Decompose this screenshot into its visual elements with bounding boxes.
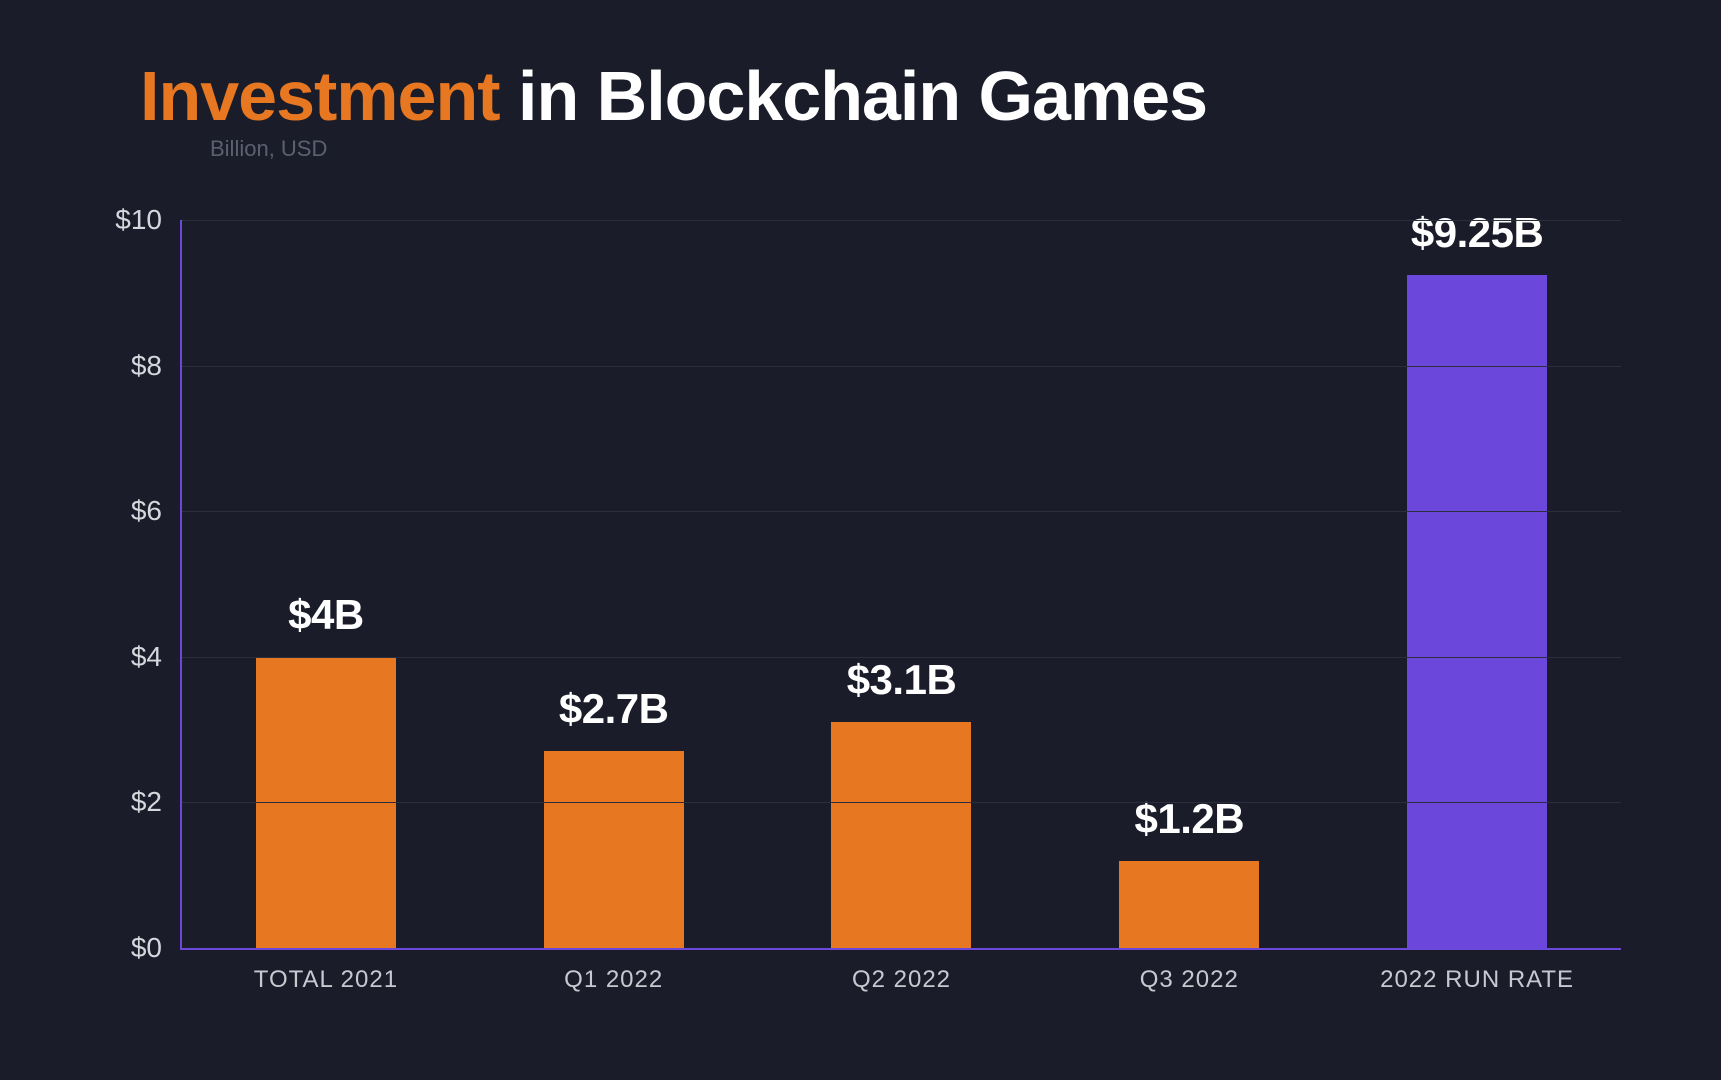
y-tick-label: $2 [131,786,162,818]
title-accent-word: Investment [140,57,500,135]
bar-slot: $9.25B2022 RUN RATE [1333,220,1621,948]
plot-region: $4BTOTAL 2021$2.7BQ1 2022$3.1BQ2 2022$1.… [180,220,1621,950]
chart-title: Investment in Blockchain Games [140,60,1621,134]
bar-value-label: $3.1B [847,656,957,704]
chart-subtitle: Billion, USD [210,136,1621,162]
bar-value-label: $9.25B [1411,209,1543,257]
gridline [182,511,1621,512]
bar-slot: $3.1BQ2 2022 [758,220,1046,948]
bar: $9.25B [1407,275,1547,948]
x-tick-label: Q1 2022 [564,966,663,994]
bar-slot: $1.2BQ3 2022 [1045,220,1333,948]
gridline [182,657,1621,658]
bar-value-label: $4B [288,591,364,639]
gridline [182,366,1621,367]
title-rest: in Blockchain Games [500,57,1207,135]
bar-slot: $2.7BQ1 2022 [470,220,758,948]
x-tick-label: Q2 2022 [852,966,951,994]
y-tick-label: $4 [131,641,162,673]
title-block: Investment in Blockchain Games Billion, … [140,60,1621,162]
y-tick-label: $8 [131,350,162,382]
bars-layer: $4BTOTAL 2021$2.7BQ1 2022$3.1BQ2 2022$1.… [182,220,1621,948]
x-tick-label: TOTAL 2021 [254,966,398,994]
chart-container: Investment in Blockchain Games Billion, … [0,0,1721,1080]
x-tick-label: 2022 RUN RATE [1380,966,1574,994]
y-tick-label: $0 [131,932,162,964]
bar: $2.7B [544,751,684,948]
x-tick-label: Q3 2022 [1140,966,1239,994]
chart-area: $4BTOTAL 2021$2.7BQ1 2022$3.1BQ2 2022$1.… [180,220,1621,950]
bar: $1.2B [1119,861,1259,948]
gridline [182,802,1621,803]
bar-value-label: $2.7B [559,685,669,733]
bar: $3.1B [831,722,971,948]
y-tick-label: $10 [115,204,162,236]
bar-slot: $4BTOTAL 2021 [182,220,470,948]
y-tick-label: $6 [131,495,162,527]
gridline [182,220,1621,221]
